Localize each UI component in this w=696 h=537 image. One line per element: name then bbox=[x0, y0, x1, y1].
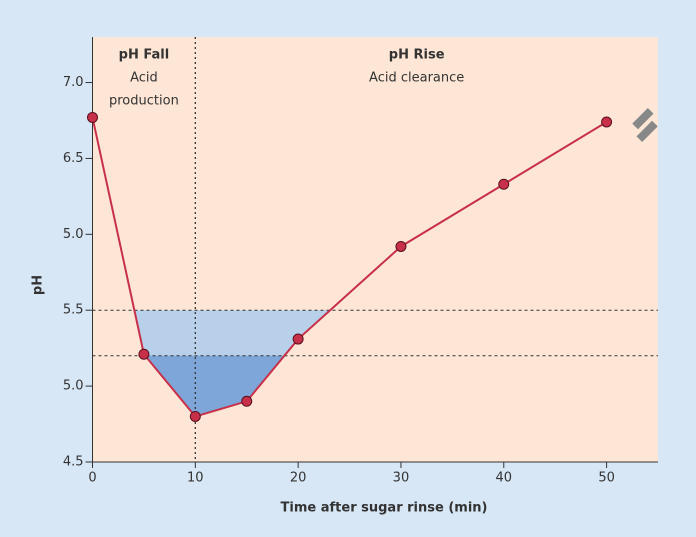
annotation-title: pH Fall bbox=[119, 48, 170, 63]
data-point bbox=[241, 395, 253, 407]
x-tick-label: 10 bbox=[187, 471, 204, 486]
line bbox=[91, 117, 608, 418]
data-point bbox=[87, 111, 98, 123]
y-tick-label: 5.0 bbox=[63, 227, 84, 242]
logo bbox=[632, 108, 658, 142]
y-tick-label: 6.5 bbox=[63, 151, 84, 166]
data-point bbox=[138, 348, 150, 360]
data-point bbox=[498, 178, 510, 190]
logo-bar bbox=[636, 120, 658, 142]
annotation-title: pH Rise bbox=[389, 48, 445, 63]
x-tick-label: 30 bbox=[393, 471, 410, 486]
data-point bbox=[395, 240, 407, 252]
x-tick-label: 20 bbox=[290, 471, 307, 486]
y-tick-label: 5.5 bbox=[63, 303, 84, 318]
x-tick-label: 50 bbox=[598, 471, 615, 486]
y-tick-label: 7.0 bbox=[63, 75, 84, 90]
y-axis-label: pH bbox=[31, 275, 46, 295]
y-tick-label: 4.5 bbox=[63, 455, 84, 470]
annotation-text: Acid clearance bbox=[369, 71, 464, 86]
data-point bbox=[292, 333, 304, 345]
x-tick-label: 40 bbox=[495, 471, 512, 486]
x-axis-label: Time after sugar rinse (min) bbox=[281, 501, 488, 516]
annotation-text: Acid bbox=[130, 71, 158, 86]
data-point bbox=[601, 116, 613, 128]
annotation-text: production bbox=[109, 94, 179, 109]
y-tick-label: 5.0 bbox=[63, 379, 84, 394]
data-point bbox=[189, 410, 201, 422]
shaded-area bbox=[145, 355, 285, 417]
plot: 4.5 5.0 5.5 5.0 6.5 7.0 0 10 20 30 40 50 pH Fall Acid… bbox=[63, 37, 658, 486]
logo-bar bbox=[632, 108, 654, 130]
x-tick-label: 0 bbox=[88, 471, 96, 486]
